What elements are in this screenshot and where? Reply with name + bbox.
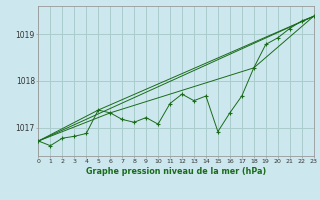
X-axis label: Graphe pression niveau de la mer (hPa): Graphe pression niveau de la mer (hPa): [86, 167, 266, 176]
